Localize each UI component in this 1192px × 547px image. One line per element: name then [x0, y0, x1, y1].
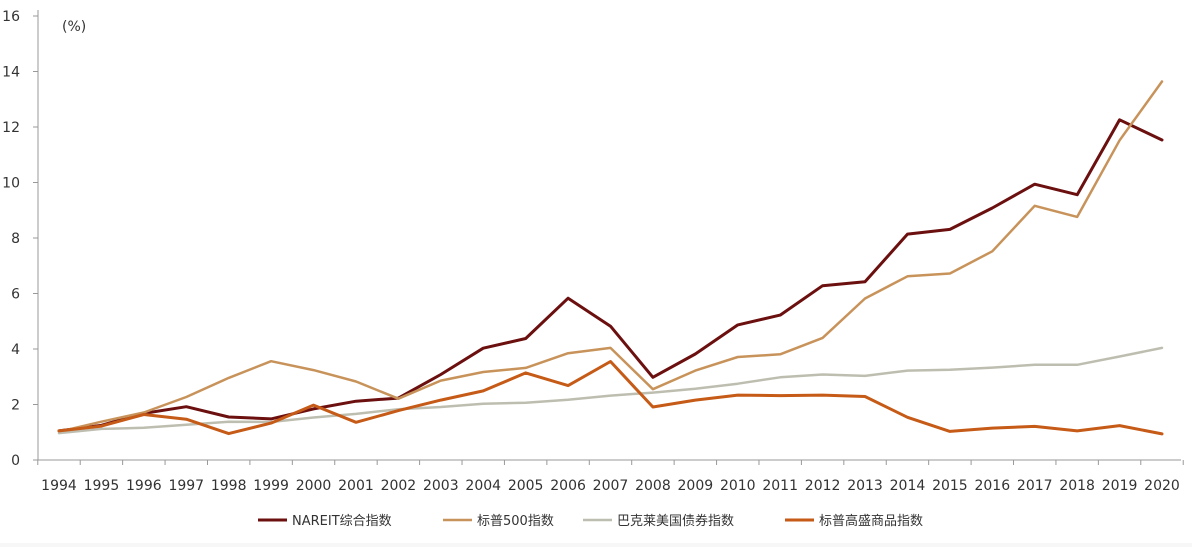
x-tick-label: 2006	[550, 478, 586, 494]
x-tick-label: 1997	[168, 478, 204, 494]
x-tick-label: 2014	[890, 478, 926, 494]
x-tick-label: 2010	[720, 478, 756, 494]
y-tick-label: 8	[11, 231, 20, 247]
x-tick-label: 2016	[974, 478, 1010, 494]
x-tick-label: 1996	[126, 478, 162, 494]
y-unit-label: (%)	[62, 19, 86, 35]
legend-label-3: 巴克莱美国债券指数	[617, 513, 734, 529]
x-tick-label: 2005	[508, 478, 544, 494]
y-tick-label: 4	[11, 342, 20, 358]
legend-label-2: 标普500指数	[477, 514, 554, 529]
y-tick-label: 6	[11, 287, 20, 303]
x-tick-label: 2001	[338, 478, 374, 494]
x-tick-label: 2011	[762, 478, 798, 494]
legend-label-1: NAREIT综合指数	[292, 514, 392, 529]
series-line-2	[57, 80, 1164, 433]
x-tick-label: 2018	[1059, 478, 1095, 494]
y-tick-label: 0	[11, 453, 20, 469]
series-lines	[57, 80, 1164, 436]
x-tick-label: 2013	[847, 478, 883, 494]
series-line-4	[57, 360, 1164, 436]
axes: 0 2 4 6 8 10 12 14 16 1994 1995 1996 1997 1998 1999 200…	[2, 9, 1184, 494]
series-line-3	[57, 346, 1164, 435]
x-tick-label: 2009	[678, 478, 714, 494]
y-tick-label: 2	[11, 398, 20, 414]
x-tick-label: 2004	[465, 478, 501, 494]
legend: NAREIT综合指数 标普500指数 巴克莱美国债券指数 标普高盛商品指数	[258, 513, 923, 529]
x-tick-label: 1995	[84, 478, 120, 494]
x-tick-label: 2012	[805, 478, 841, 494]
legend-label-4: 标普高盛商品指数	[819, 513, 923, 529]
x-tick-label: 1999	[253, 478, 289, 494]
x-tick-label: 2019	[1102, 478, 1138, 494]
x-tick-label: 2020	[1144, 478, 1180, 494]
series-line-1	[57, 118, 1164, 433]
y-tick-label: 16	[2, 9, 20, 25]
x-tick-label: 2015	[932, 478, 968, 494]
x-tick-label: 2000	[296, 478, 332, 494]
x-tick-label: 2017	[1017, 478, 1053, 494]
x-tick-label: 2008	[635, 478, 671, 494]
x-tick-label: 1998	[211, 478, 247, 494]
x-tick-label: 2003	[423, 478, 459, 494]
x-tick-label: 2002	[381, 478, 417, 494]
y-tick-label: 10	[2, 176, 20, 192]
x-tick-label: 2007	[593, 478, 629, 494]
x-tick-label: 1994	[41, 478, 77, 494]
y-tick-label: 12	[2, 120, 20, 136]
y-tick-label: 14	[2, 65, 20, 81]
